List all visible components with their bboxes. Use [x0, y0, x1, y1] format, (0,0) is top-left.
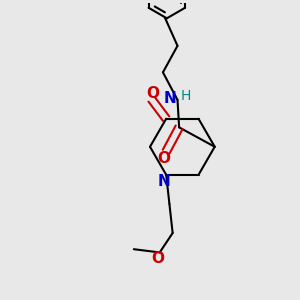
- Text: O: O: [152, 251, 165, 266]
- Text: H: H: [180, 88, 191, 103]
- Text: N: N: [164, 91, 177, 106]
- Text: N: N: [157, 174, 170, 189]
- Text: O: O: [147, 86, 160, 101]
- Text: O: O: [157, 151, 170, 166]
